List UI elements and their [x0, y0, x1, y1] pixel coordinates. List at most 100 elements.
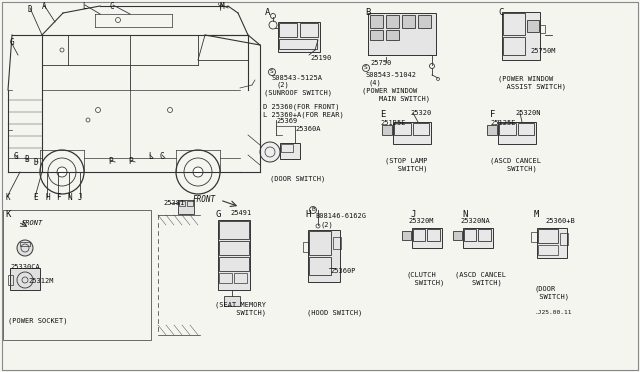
Circle shape: [17, 240, 33, 256]
Bar: [333, 237, 341, 249]
Text: SWITCH): SWITCH): [385, 166, 428, 173]
Text: J: J: [78, 193, 83, 202]
Bar: [527, 20, 539, 32]
Bar: [382, 125, 392, 135]
Bar: [540, 25, 545, 33]
Bar: [8, 275, 13, 285]
Text: A: A: [42, 2, 47, 11]
Bar: [560, 233, 568, 245]
Text: C: C: [110, 2, 115, 11]
Bar: [10, 268, 40, 290]
Bar: [303, 242, 308, 252]
Bar: [3, 210, 151, 340]
Bar: [427, 229, 440, 241]
Bar: [386, 15, 399, 28]
Bar: [368, 13, 436, 55]
Text: (SUNROOF SWITCH): (SUNROOF SWITCH): [264, 90, 332, 96]
Bar: [308, 230, 340, 282]
Bar: [386, 30, 399, 40]
Text: 25312M: 25312M: [28, 278, 54, 284]
Bar: [187, 201, 193, 206]
Bar: [393, 122, 431, 144]
Text: E: E: [380, 110, 385, 119]
Text: H: H: [45, 193, 50, 202]
Bar: [218, 220, 250, 290]
Text: (2): (2): [276, 82, 289, 89]
Text: B08146-6162G: B08146-6162G: [315, 213, 366, 219]
Bar: [531, 232, 537, 242]
Text: 25491: 25491: [230, 210, 252, 216]
Text: 25330CA: 25330CA: [10, 264, 40, 270]
Text: SWITCH): SWITCH): [406, 280, 444, 286]
Text: N: N: [462, 210, 467, 219]
Bar: [370, 30, 383, 40]
Bar: [518, 123, 534, 135]
Text: (ASCD CANCEL: (ASCD CANCEL: [490, 158, 541, 164]
Text: (POWER SOCKET): (POWER SOCKET): [8, 318, 67, 324]
Text: D 25360(FOR FRONT): D 25360(FOR FRONT): [263, 103, 339, 109]
Bar: [394, 123, 411, 135]
Bar: [538, 245, 558, 255]
Text: (SEAT MEMORY: (SEAT MEMORY: [215, 302, 266, 308]
Text: 25360P: 25360P: [330, 268, 355, 274]
Text: S: S: [364, 65, 368, 70]
Bar: [178, 200, 194, 214]
Bar: [402, 15, 415, 28]
Text: D: D: [28, 5, 33, 14]
Bar: [498, 122, 536, 144]
Circle shape: [193, 167, 203, 177]
Bar: [279, 39, 317, 49]
Text: S08543-5125A: S08543-5125A: [272, 75, 323, 81]
Text: H: H: [305, 210, 310, 219]
Bar: [503, 13, 525, 35]
Text: S08543-51042: S08543-51042: [365, 72, 416, 78]
Text: K: K: [5, 193, 10, 202]
Bar: [20, 242, 30, 246]
Text: (STOP LAMP: (STOP LAMP: [385, 158, 428, 164]
Bar: [278, 22, 320, 52]
Bar: [219, 241, 249, 255]
Text: .J25.00.11: .J25.00.11: [535, 310, 573, 315]
Text: C: C: [160, 152, 164, 161]
Text: C: C: [498, 8, 504, 17]
Text: 25750M: 25750M: [530, 48, 556, 54]
Bar: [309, 231, 331, 255]
Text: B: B: [311, 207, 315, 212]
Text: N: N: [67, 193, 72, 202]
Text: SWITCH): SWITCH): [215, 310, 266, 317]
Text: G: G: [14, 152, 19, 161]
Circle shape: [260, 142, 280, 162]
Bar: [413, 123, 429, 135]
Text: (HOOD SWITCH): (HOOD SWITCH): [307, 310, 362, 317]
Text: L: L: [82, 2, 86, 11]
Bar: [234, 273, 247, 283]
Text: B: B: [365, 8, 371, 17]
Text: F: F: [490, 110, 495, 119]
Text: J: J: [410, 210, 415, 219]
Bar: [499, 123, 516, 135]
Bar: [224, 296, 240, 306]
Text: L: L: [148, 152, 152, 161]
Bar: [300, 23, 318, 37]
Text: (DOOR SWITCH): (DOOR SWITCH): [270, 175, 325, 182]
Bar: [478, 229, 491, 241]
Text: D: D: [33, 158, 38, 167]
Text: S: S: [270, 69, 274, 74]
Bar: [538, 229, 558, 243]
Text: MAIN SWITCH): MAIN SWITCH): [362, 96, 430, 103]
Bar: [418, 15, 431, 28]
Text: 25381: 25381: [163, 200, 184, 206]
Text: M: M: [534, 210, 540, 219]
Text: P: P: [128, 157, 132, 166]
Bar: [502, 12, 540, 60]
Text: SWITCH): SWITCH): [455, 280, 502, 286]
Text: G: G: [215, 210, 220, 219]
Bar: [370, 15, 383, 28]
Bar: [219, 273, 232, 283]
Text: 25320NA: 25320NA: [460, 218, 490, 224]
Text: (CLUTCH: (CLUTCH: [406, 272, 436, 279]
Text: (DOOR: (DOOR: [535, 286, 556, 292]
Text: 25320M: 25320M: [408, 218, 433, 224]
Text: FRONT: FRONT: [193, 195, 216, 204]
Text: (POWER WINDOW: (POWER WINDOW: [498, 75, 553, 81]
